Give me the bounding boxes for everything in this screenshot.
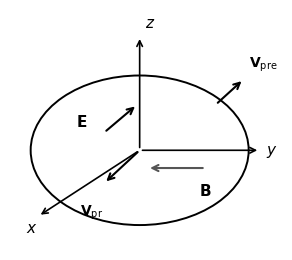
Text: y: y	[266, 143, 275, 158]
Text: $\mathbf{B}$: $\mathbf{B}$	[199, 183, 212, 199]
Text: $\mathbf{V}_{\mathrm{pr}}$: $\mathbf{V}_{\mathrm{pr}}$	[80, 204, 103, 222]
Text: z: z	[145, 16, 153, 31]
Text: $\mathbf{V}_{\mathrm{pre}}$: $\mathbf{V}_{\mathrm{pre}}$	[249, 56, 277, 74]
Text: $\mathbf{E}$: $\mathbf{E}$	[76, 114, 87, 131]
Text: x: x	[26, 221, 35, 236]
